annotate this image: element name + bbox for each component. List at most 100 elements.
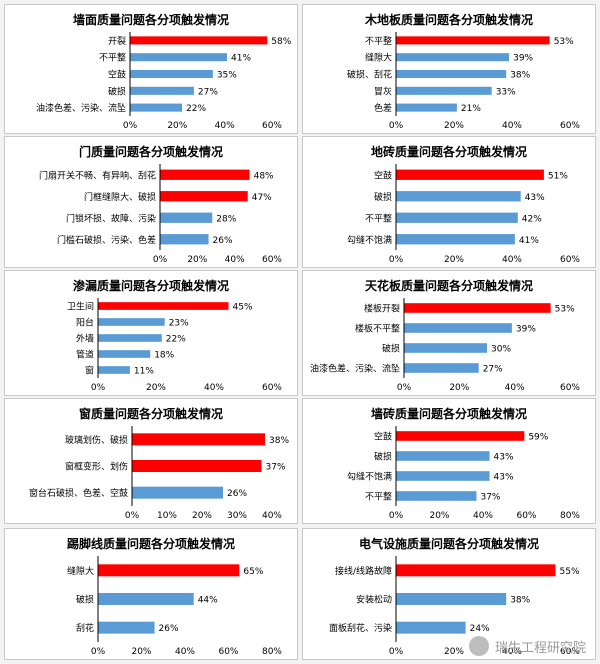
bar bbox=[130, 36, 268, 45]
x-tick-label: 0% bbox=[91, 383, 106, 393]
x-tick-label: 60% bbox=[262, 255, 282, 265]
bar bbox=[160, 234, 209, 245]
panel-frame bbox=[4, 136, 298, 268]
data-label: 41% bbox=[519, 236, 539, 246]
data-label: 65% bbox=[243, 567, 263, 577]
x-tick-label: 0% bbox=[91, 647, 106, 657]
watermark: 瑞生工程研究院 bbox=[468, 636, 586, 656]
x-tick-label: 0% bbox=[389, 511, 404, 521]
bar bbox=[396, 564, 556, 577]
category-label: 门锁坏损、故障、污染 bbox=[66, 212, 156, 224]
chart-title: 电气设施质量问题各分项触发情况 bbox=[359, 536, 539, 551]
bar bbox=[130, 86, 194, 95]
category-label: 不平整 bbox=[365, 35, 392, 47]
data-label: 37% bbox=[480, 493, 500, 503]
category-label: 窗台石破损、色差、空鼓 bbox=[29, 487, 128, 499]
category-label: 空鼓 bbox=[374, 169, 392, 181]
data-label: 26% bbox=[213, 236, 233, 246]
x-tick-label: 60% bbox=[262, 383, 282, 393]
category-label: 外墙 bbox=[76, 333, 94, 345]
x-tick-label: 40% bbox=[502, 121, 522, 131]
chart-title: 墙面质量问题各分项触发情况 bbox=[73, 12, 229, 27]
x-tick-label: 20% bbox=[146, 383, 166, 393]
category-label: 刮花 bbox=[76, 622, 94, 634]
category-label: 勾缝不饱满 bbox=[347, 234, 392, 246]
x-tick-label: 20% bbox=[187, 255, 207, 265]
x-tick-label: 0% bbox=[389, 255, 404, 265]
x-tick-label: 60% bbox=[516, 511, 536, 521]
data-label: 38% bbox=[510, 596, 530, 606]
x-tick-label: 20% bbox=[131, 647, 151, 657]
x-tick-label: 20% bbox=[192, 511, 212, 521]
x-tick-label: 40% bbox=[502, 647, 522, 657]
chart-title: 木地板质量问题各分项触发情况 bbox=[364, 12, 533, 27]
chart-title: 窗质量问题各分项触发情况 bbox=[79, 406, 223, 421]
bar bbox=[98, 564, 240, 577]
bar bbox=[98, 334, 162, 342]
category-label: 不平整 bbox=[365, 212, 392, 224]
x-tick-label: 0% bbox=[125, 511, 140, 521]
bar bbox=[396, 491, 477, 501]
category-label: 安装松动 bbox=[356, 594, 392, 606]
panel-frame bbox=[302, 398, 596, 524]
bar bbox=[396, 103, 457, 112]
x-tick-label: 40% bbox=[473, 511, 493, 521]
data-label: 22% bbox=[166, 335, 186, 345]
bar bbox=[396, 86, 492, 95]
bar bbox=[98, 366, 130, 374]
category-label: 窗 bbox=[85, 365, 94, 377]
bar bbox=[98, 302, 229, 310]
chart-title: 墙砖质量问题各分项触发情况 bbox=[371, 406, 527, 421]
category-label: 楼板开裂 bbox=[364, 303, 400, 315]
data-label: 43% bbox=[494, 473, 514, 483]
category-label: 缝隙大 bbox=[365, 52, 392, 64]
data-label: 18% bbox=[154, 351, 174, 361]
bar bbox=[130, 103, 183, 112]
data-label: 41% bbox=[231, 54, 251, 64]
x-tick-label: 40% bbox=[225, 255, 245, 265]
category-label: 阳台 bbox=[76, 317, 94, 329]
category-label: 管道 bbox=[76, 349, 94, 361]
x-tick-label: 0% bbox=[397, 383, 412, 393]
category-label: 楼板不平整 bbox=[355, 323, 400, 335]
x-tick-label: 30% bbox=[227, 511, 247, 521]
data-label: 28% bbox=[216, 214, 236, 224]
data-label: 47% bbox=[252, 193, 272, 203]
panel-frame bbox=[302, 136, 596, 268]
x-tick-label: 20% bbox=[444, 647, 464, 657]
bar bbox=[396, 212, 518, 223]
x-tick-label: 20% bbox=[449, 383, 469, 393]
category-label: 油漆色差、污染、流坠 bbox=[310, 363, 400, 375]
category-label: 玻璃划伤、破损 bbox=[65, 434, 128, 446]
panel-frame bbox=[4, 270, 298, 396]
x-tick-label: 20% bbox=[444, 121, 464, 131]
category-label: 勾缝不饱满 bbox=[347, 471, 392, 483]
category-label: 缝隙大 bbox=[67, 565, 94, 577]
bar bbox=[160, 191, 248, 202]
bar bbox=[404, 363, 479, 373]
data-label: 27% bbox=[198, 87, 218, 97]
bar bbox=[396, 36, 550, 45]
bar bbox=[396, 471, 490, 481]
x-tick-label: 40% bbox=[175, 647, 195, 657]
data-label: 21% bbox=[461, 104, 481, 114]
category-label: 破损 bbox=[108, 85, 126, 97]
data-label: 51% bbox=[548, 171, 568, 181]
bar bbox=[98, 593, 194, 605]
chart-title: 地砖质量问题各分项触发情况 bbox=[371, 144, 527, 159]
x-tick-label: 40% bbox=[505, 383, 525, 393]
category-label: 门扇开关不畅、有异响、刮花 bbox=[39, 169, 156, 181]
category-label: 空鼓 bbox=[108, 69, 126, 81]
category-label: 冒灰 bbox=[374, 85, 392, 97]
bar bbox=[396, 593, 507, 605]
bar bbox=[396, 451, 490, 461]
bar bbox=[132, 486, 223, 499]
